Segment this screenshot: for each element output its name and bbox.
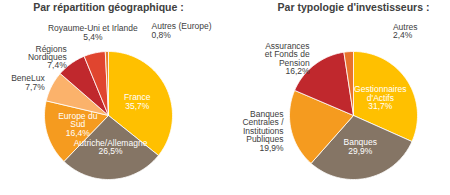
svg-text:Royaume-Uni et Irlande5,4%: Royaume-Uni et Irlande5,4%	[48, 23, 138, 42]
svg-text:Europe duSud16,4%: Europe duSud16,4%	[58, 111, 97, 138]
svg-text:Autriche/Allemagne26,5%: Autriche/Allemagne26,5%	[74, 138, 148, 157]
svg-text:BanquesCentrales /Institutions: BanquesCentrales /InstitutionsPubliques1…	[242, 109, 284, 153]
svg-text:RégionsNordiques7,4%: RégionsNordiques7,4%	[28, 43, 67, 70]
svg-text:Par répartition géographique :: Par répartition géographique :	[33, 1, 184, 13]
svg-text:Assuranceset Fonds dePension16: Assuranceset Fonds dePension16,2%	[265, 41, 310, 77]
svg-text:Par typologie d'investisseurs: Par typologie d'investisseurs :	[278, 1, 430, 13]
svg-text:Autres2,4%: Autres2,4%	[393, 22, 418, 41]
svg-text:Banques29,9%: Banques29,9%	[343, 137, 377, 156]
svg-text:Gestionnairesd'Actifs31,7%: Gestionnairesd'Actifs31,7%	[354, 84, 406, 111]
svg-text:BeneLux7,7%: BeneLux7,7%	[11, 73, 45, 92]
svg-text:France35,7%: France35,7%	[124, 92, 151, 111]
svg-text:Autres (Europe)0,8%: Autres (Europe)0,8%	[151, 21, 211, 40]
